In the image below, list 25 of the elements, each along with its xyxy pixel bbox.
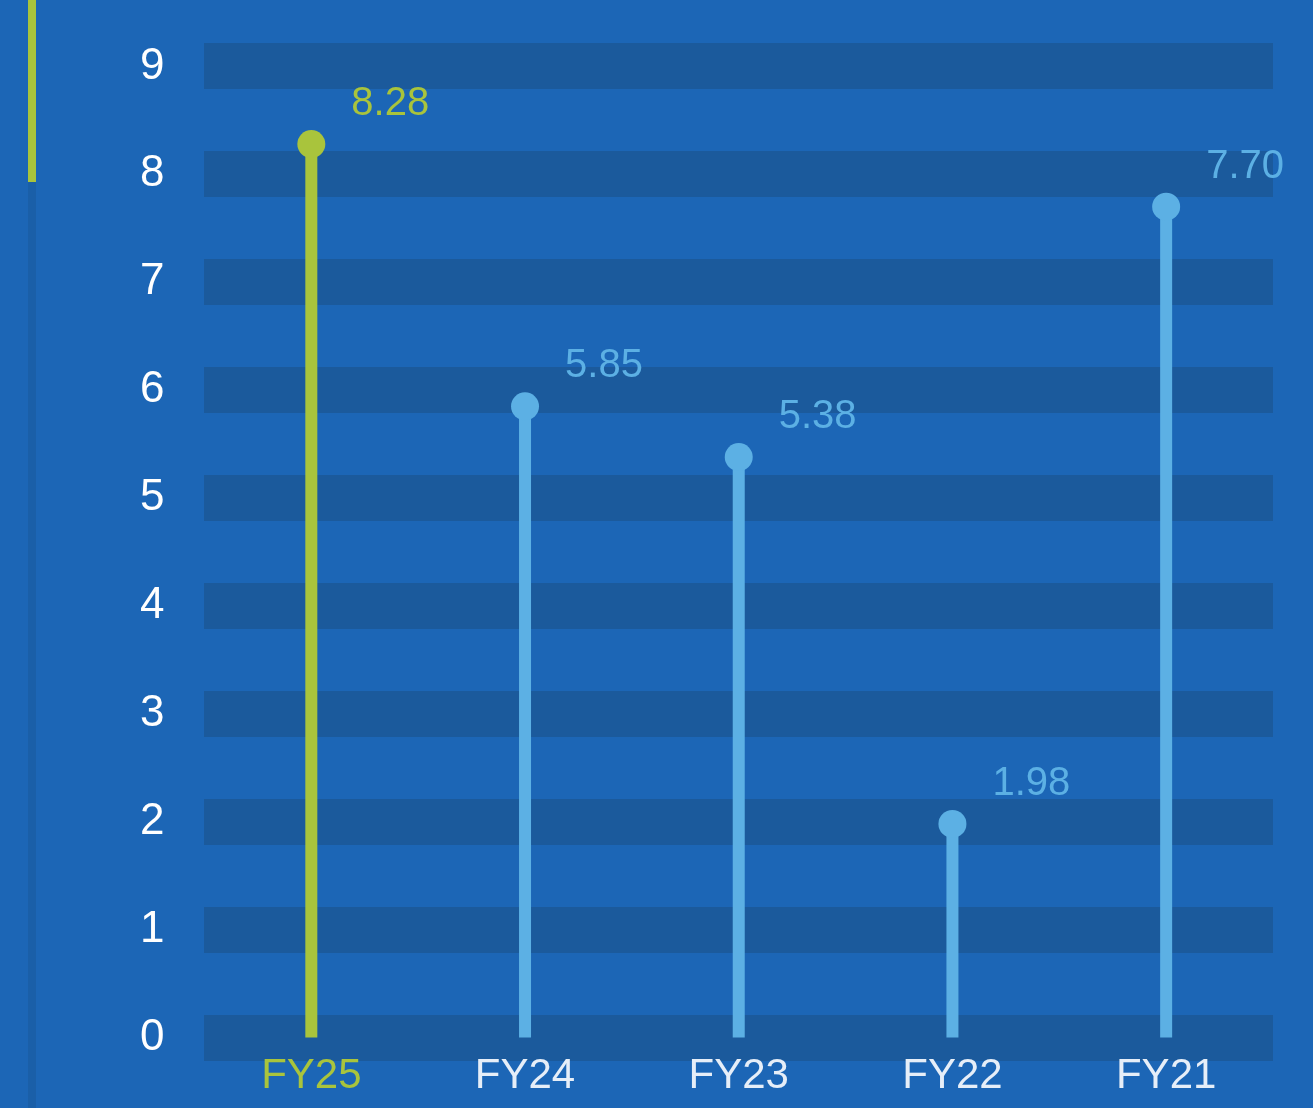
data-label: 7.70 [1206,141,1285,186]
x-tick-label: FY21 [1115,1050,1217,1098]
point [724,443,753,472]
x-tick-label: FY25 [261,1050,362,1098]
point [297,130,326,159]
y-tick-label: 4 [139,578,165,628]
y-tick-label: 2 [139,793,165,843]
y-tick-label: 5 [139,470,165,520]
y-tick-label: 9 [139,38,165,88]
point [511,392,540,421]
data-label: 5.85 [565,341,643,386]
x-tick-label: FY22 [902,1050,1003,1098]
y-tick-label: 7 [139,254,165,304]
point [938,809,967,838]
y-tick-label: 1 [139,901,165,951]
data-label: 5.38 [778,392,857,437]
y-tick-label: 8 [139,146,165,196]
y-tick-label: 0 [139,1009,165,1059]
x-tick-label: FY24 [474,1050,576,1098]
point [1152,192,1181,221]
y-tick-label: 3 [139,686,165,736]
x-tick-label: FY23 [688,1050,789,1098]
data-label: 1.98 [992,758,1071,803]
data-label: 8.28 [351,79,430,124]
y-tick-label: 6 [139,362,165,412]
